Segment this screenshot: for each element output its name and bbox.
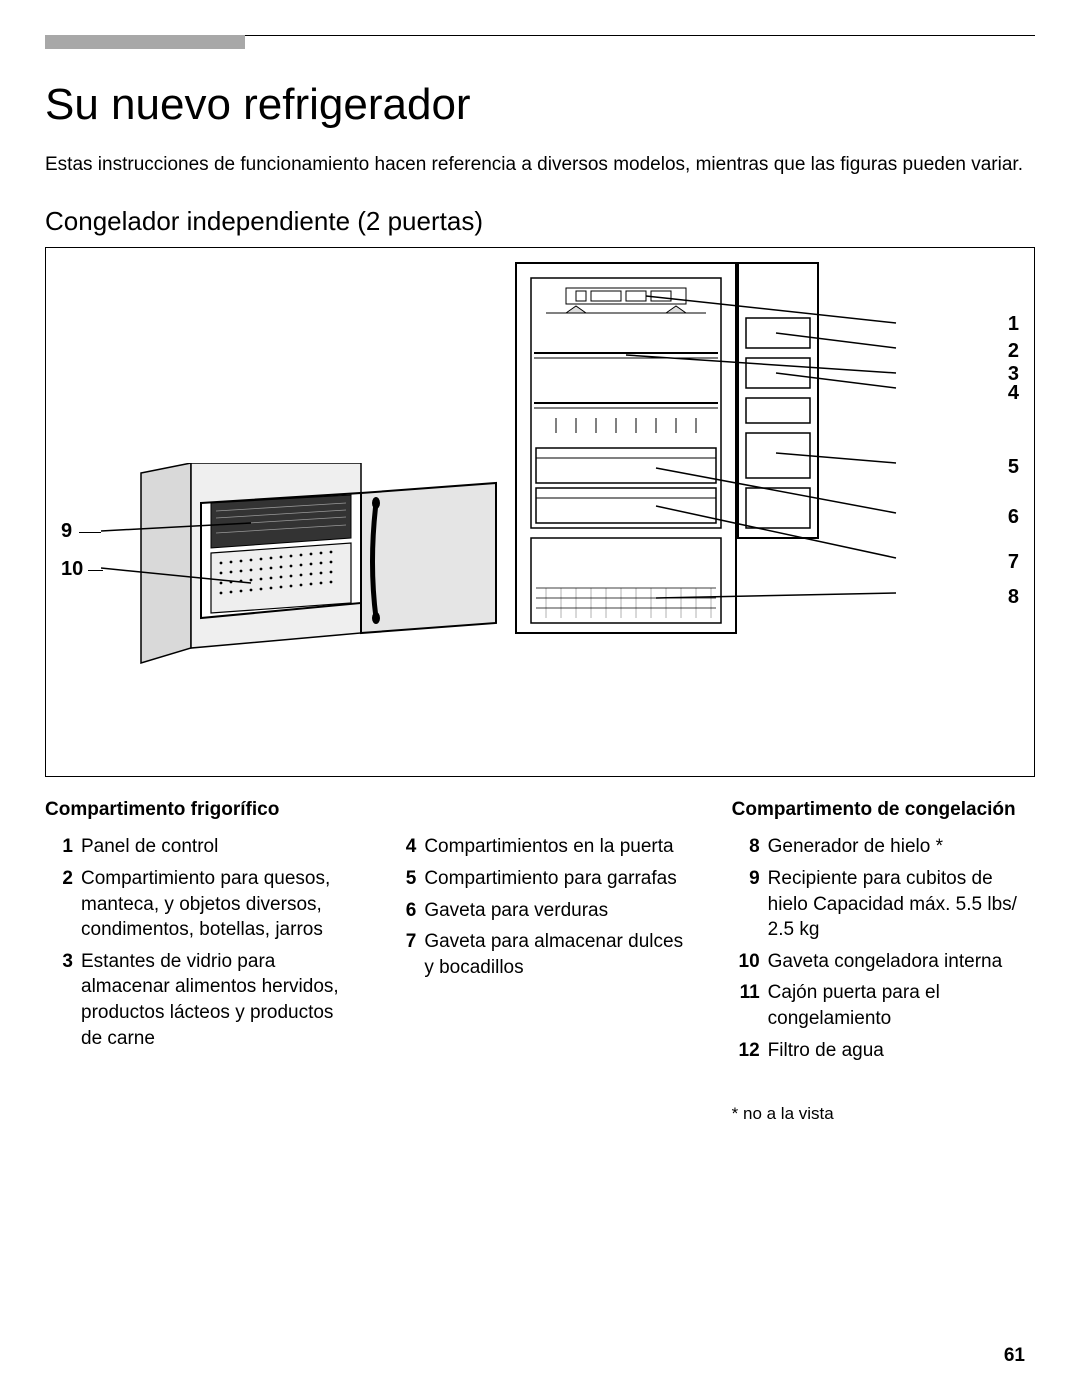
item-text: Compartimiento para garrafas xyxy=(424,866,676,892)
item-text: Compartimiento para quesos, manteca, y o… xyxy=(81,866,348,943)
section-subtitle: Congelador independiente (2 puertas) xyxy=(45,206,1035,237)
callout-7: 7 xyxy=(1008,551,1019,574)
page-title: Su nuevo refrigerador xyxy=(45,80,1035,130)
list-item: 4 Compartimientos en la puerta xyxy=(388,834,691,860)
list-item: 5 Compartimiento para garrafas xyxy=(388,866,691,892)
item-text: Gaveta para almacenar dulces y bocadillo… xyxy=(424,929,691,980)
legend-col-2: 4 Compartimientos en la puerta 5 Compartim… xyxy=(388,797,691,1127)
refrigerator-diagram: 1 2 3 4 5 6 7 8 9 10 xyxy=(45,247,1035,777)
footnote: * no a la vista xyxy=(732,1103,1035,1126)
legend-col-1: Compartimento frigorífico 1 Panel de cont… xyxy=(45,797,348,1127)
list-item: 3 Estantes de vidrio para almacenar alime… xyxy=(45,949,348,1052)
item-num: 1 xyxy=(45,834,73,860)
col1-list: 1 Panel de control 2 Compartimiento para q… xyxy=(45,834,348,1051)
legend-columns: Compartimento frigorífico 1 Panel de cont… xyxy=(45,797,1035,1127)
gray-tab xyxy=(45,35,245,49)
item-text: Generador de hielo * xyxy=(768,834,943,860)
col3-list: 8 Generador de hielo * 9 Recipiente para c… xyxy=(732,834,1035,1063)
callout-5: 5 xyxy=(1008,456,1019,479)
list-item: 11 Cajón puerta para el congelamiento xyxy=(732,980,1035,1031)
col3-heading: Compartimento de congelación xyxy=(732,797,1035,823)
list-item: 6 Gaveta para verduras xyxy=(388,898,691,924)
item-text: Filtro de agua xyxy=(768,1038,884,1064)
callout-6: 6 xyxy=(1008,506,1019,529)
item-num: 9 xyxy=(732,866,760,892)
item-text: Gaveta congeladora interna xyxy=(768,949,1003,975)
col1-heading: Compartimento frigorífico xyxy=(45,797,348,823)
item-num: 10 xyxy=(732,949,760,975)
item-text: Panel de control xyxy=(81,834,218,860)
item-text: Recipiente para cubitos de hielo Capacid… xyxy=(768,866,1035,943)
callout-9: 9 xyxy=(61,520,72,543)
leader-line xyxy=(79,532,101,534)
callout-10: 10 xyxy=(61,558,83,581)
intro-text: Estas instrucciones de funcionamiento ha… xyxy=(45,152,1035,178)
item-num: 6 xyxy=(388,898,416,924)
list-item: 9 Recipiente para cubitos de hielo Capaci… xyxy=(732,866,1035,943)
callout-1: 1 xyxy=(1008,313,1019,336)
item-text: Gaveta para verduras xyxy=(424,898,608,924)
item-num: 7 xyxy=(388,929,416,955)
item-text: Compartimientos en la puerta xyxy=(424,834,673,860)
item-text: Estantes de vidrio para almacenar alimen… xyxy=(81,949,348,1052)
callout-8: 8 xyxy=(1008,586,1019,609)
list-item: 7 Gaveta para almacenar dulces y bocadill… xyxy=(388,929,691,980)
col2-heading-spacer xyxy=(388,797,691,823)
list-item: 10 Gaveta congeladora interna xyxy=(732,949,1035,975)
list-item: 1 Panel de control xyxy=(45,834,348,860)
legend-col-3: Compartimento de congelación 8 Generador … xyxy=(732,797,1035,1127)
list-item: 12 Filtro de agua xyxy=(732,1038,1035,1064)
item-num: 4 xyxy=(388,834,416,860)
page-number: 61 xyxy=(1004,1345,1025,1367)
callout-4: 4 xyxy=(1008,382,1019,405)
item-num: 5 xyxy=(388,866,416,892)
fridge-open-illustration xyxy=(506,258,906,638)
page-content: Su nuevo refrigerador Estas instruccione… xyxy=(45,70,1035,1126)
list-item: 8 Generador de hielo * xyxy=(732,834,1035,860)
list-item: 2 Compartimiento para quesos, manteca, y … xyxy=(45,866,348,943)
leader-line xyxy=(88,570,103,572)
col2-list: 4 Compartimientos en la puerta 5 Compartim… xyxy=(388,834,691,980)
callout-2: 2 xyxy=(1008,340,1019,363)
item-text: Cajón puerta para el congelamiento xyxy=(768,980,1035,1031)
item-num: 12 xyxy=(732,1038,760,1064)
item-num: 3 xyxy=(45,949,73,975)
item-num: 11 xyxy=(732,980,760,1006)
freezer-drawer-illustration xyxy=(101,463,511,673)
item-num: 8 xyxy=(732,834,760,860)
item-num: 2 xyxy=(45,866,73,892)
